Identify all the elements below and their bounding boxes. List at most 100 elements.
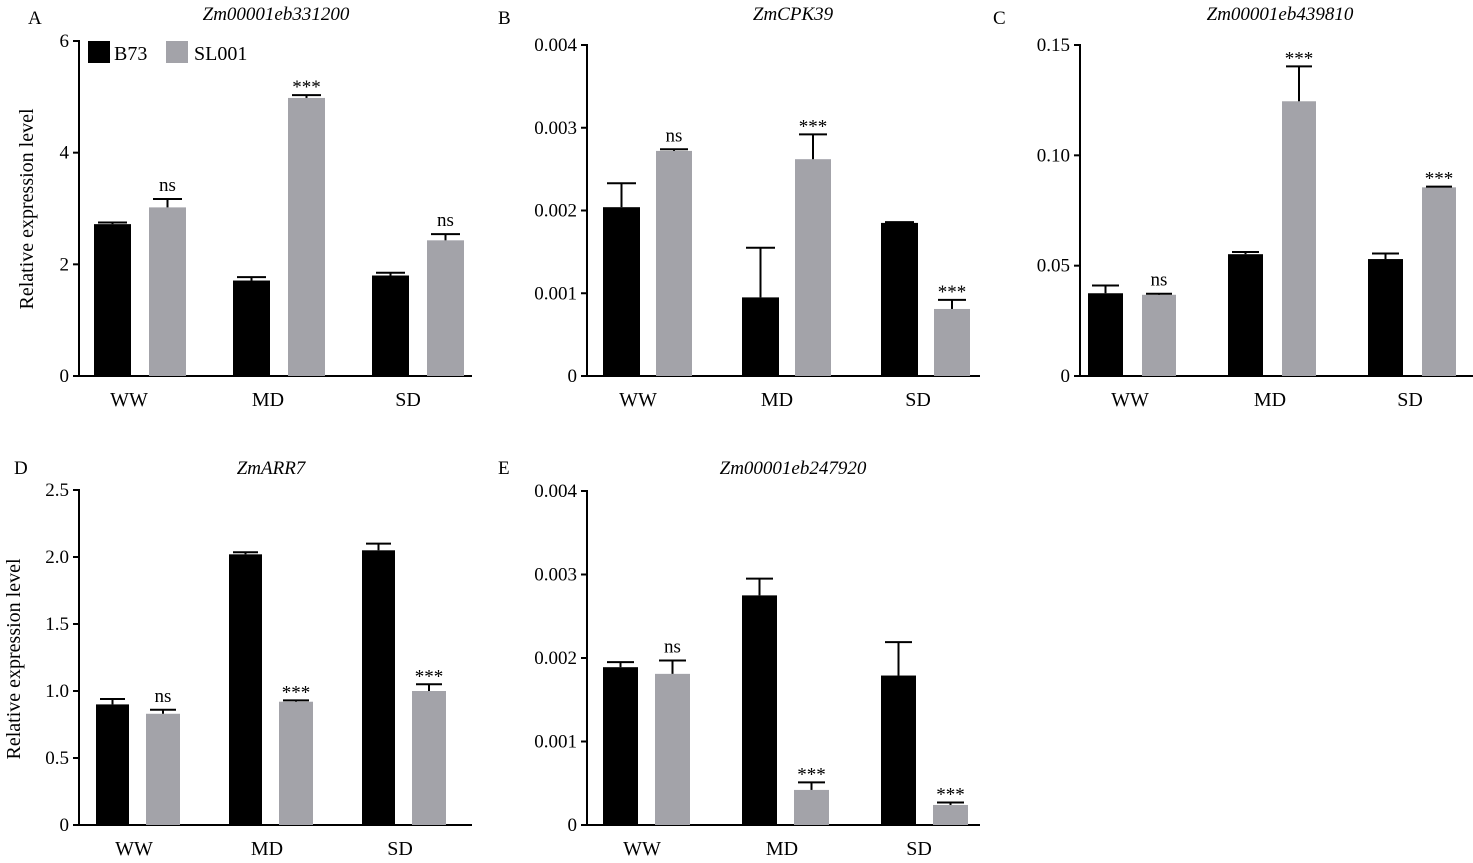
legend-label-sl001: SL001 (194, 43, 247, 65)
panel-b-title: ZmCPK39 (753, 4, 834, 25)
panel-d-y-tick-label: 2.5 (45, 480, 69, 501)
panel-a-bar-b73 (233, 280, 270, 376)
panel-a-x-label: MD (252, 389, 284, 411)
panel-b-y-tick-label: 0.004 (534, 35, 577, 56)
panel-e-x-label: MD (766, 838, 798, 860)
panel-d-significance-label: *** (282, 682, 311, 703)
panel-d-y-tick-label: 0 (60, 815, 70, 836)
panel-d-bar-sl001 (146, 713, 180, 825)
panel-e-bar-sl001 (655, 673, 690, 825)
panel-c-x-label: SD (1397, 389, 1423, 411)
panel-c-bar-b73 (1088, 293, 1123, 376)
panel-b-x-label: SD (905, 389, 931, 411)
panel-e: E Zm00001eb247920 0 0.001 0.002 0.003 0.004 W… (498, 458, 980, 860)
panel-b-x-label: MD (761, 389, 793, 411)
panel-e-y-tick-label: 0.002 (534, 648, 577, 669)
panel-e-y-tick-label: 0.003 (534, 565, 577, 586)
legend: B73 SL001 (88, 41, 247, 65)
panel-e-plot: 0 0.001 0.002 0.003 0.004 WW MD SD ns *** *** (534, 481, 980, 860)
panel-d-letter: D (14, 458, 28, 479)
panel-d-bar-sl001 (279, 701, 313, 825)
panel-b-bar-sl001 (934, 308, 970, 376)
panel-c-y-tick-label: 0.15 (1037, 35, 1070, 56)
panel-a-bar-b73 (94, 224, 131, 376)
panel-c-bar-b73 (1228, 254, 1263, 376)
legend-swatch-sl001 (166, 41, 188, 63)
panel-c-bar-b73 (1368, 259, 1403, 376)
panel-e-significance-label: *** (797, 764, 826, 785)
panel-a-plot: 0 2 4 6 WW MD SD ns *** ns (60, 31, 472, 411)
panel-e-letter: E (498, 458, 510, 479)
panel-d-y-tick-label: 1.0 (45, 681, 69, 702)
panel-c-x-label: MD (1254, 389, 1286, 411)
panel-c-significance-label: *** (1285, 48, 1314, 69)
panel-c-significance-label: *** (1425, 169, 1454, 190)
panel-e-bar-sl001 (794, 789, 829, 825)
panel-d-bar-b73 (96, 704, 129, 825)
panel-a-y-tick-label: 2 (60, 254, 70, 275)
panel-e-significance-label: *** (936, 784, 965, 805)
panel-c-letter: C (993, 8, 1006, 29)
panel-b-bar-sl001 (656, 150, 692, 376)
panel-a-title: Zm00001eb331200 (203, 4, 350, 25)
panel-d-plot: 0 0.5 1.0 1.5 2.0 2.5 WW MD SD ns *** *** (45, 480, 472, 860)
panel-a-bar-b73 (372, 275, 409, 376)
panel-a-y-tick-label: 6 (60, 31, 70, 52)
panel-d-y-tick-label: 2.0 (45, 547, 69, 568)
panel-b-bar-b73 (742, 297, 779, 376)
panel-b-plot: 0 0.001 0.002 0.003 0.004 WW MD SD ns *** *** (534, 35, 980, 411)
panel-a-x-label: SD (395, 389, 421, 411)
panel-a-y-tick-label: 0 (60, 366, 70, 387)
panel-c-plot: 0 0.05 0.10 0.15 WW MD SD ns *** *** (1037, 35, 1473, 411)
panel-c-bar-sl001 (1142, 294, 1176, 376)
panel-e-bar-sl001 (933, 804, 968, 825)
panel-e-y-tick-label: 0 (568, 815, 578, 836)
panel-b-y-tick-label: 0.001 (534, 283, 577, 304)
panel-b-bar-b73 (603, 207, 640, 376)
legend-swatch-b73 (88, 41, 110, 63)
panel-c-title: Zm00001eb439810 (1207, 4, 1354, 25)
panel-d-y-tick-label: 1.5 (45, 614, 69, 635)
panel-c-y-tick-label: 0.10 (1037, 145, 1070, 166)
panel-e-title: Zm00001eb247920 (720, 458, 867, 479)
panel-a-y-tick-label: 4 (60, 143, 70, 164)
panel-d-significance-label: ns (155, 686, 172, 707)
panel-d-bar-b73 (229, 554, 262, 825)
panel-a-significance-label: ns (437, 210, 454, 231)
panel-c: C Zm00001eb439810 0 0.05 0.10 0.15 WW MD SD ns *… (993, 4, 1473, 411)
panel-a-x-label: WW (110, 389, 148, 411)
panel-c-bar-sl001 (1282, 101, 1316, 377)
panel-d-x-label: SD (387, 838, 413, 860)
panel-d-bar-b73 (362, 550, 395, 825)
panel-a-ylabel: Relative expression level (16, 108, 38, 309)
panel-a-bar-sl001 (149, 207, 186, 376)
panel-b: B ZmCPK39 0 0.001 0.002 0.003 0.004 WW MD SD ns *… (498, 4, 980, 411)
panel-c-significance-label: ns (1151, 270, 1168, 291)
panel-b-significance-label: *** (799, 116, 828, 137)
panel-c-x-label: WW (1111, 389, 1149, 411)
panel-d-title: ZmARR7 (237, 458, 307, 479)
panel-e-bar-b73 (742, 595, 777, 825)
panel-d: D ZmARR7 Relative expression level 0 0.5 1… (3, 458, 472, 860)
panel-d-significance-label: *** (415, 666, 444, 687)
panel-a-significance-label: ns (159, 175, 176, 196)
panel-b-bar-sl001 (795, 159, 831, 376)
panel-d-x-label: MD (251, 838, 283, 860)
panel-a-bar-sl001 (288, 97, 325, 376)
panel-b-significance-label: ns (666, 125, 683, 146)
panel-a-significance-label: *** (292, 77, 321, 98)
legend-label-b73: B73 (114, 43, 147, 65)
panel-a-bar-sl001 (427, 240, 464, 376)
panel-b-y-tick-label: 0.002 (534, 201, 577, 222)
panel-b-y-tick-label: 0 (568, 366, 578, 387)
panel-c-y-tick-label: 0 (1061, 366, 1071, 387)
panel-b-significance-label: *** (938, 282, 967, 303)
panel-e-x-label: SD (906, 838, 932, 860)
panel-e-significance-label: ns (664, 637, 681, 658)
panel-b-letter: B (498, 8, 511, 29)
panel-c-y-tick-label: 0.05 (1037, 256, 1070, 277)
panel-b-x-label: WW (619, 389, 657, 411)
panel-e-y-tick-label: 0.004 (534, 481, 577, 502)
panel-e-x-label: WW (623, 838, 661, 860)
